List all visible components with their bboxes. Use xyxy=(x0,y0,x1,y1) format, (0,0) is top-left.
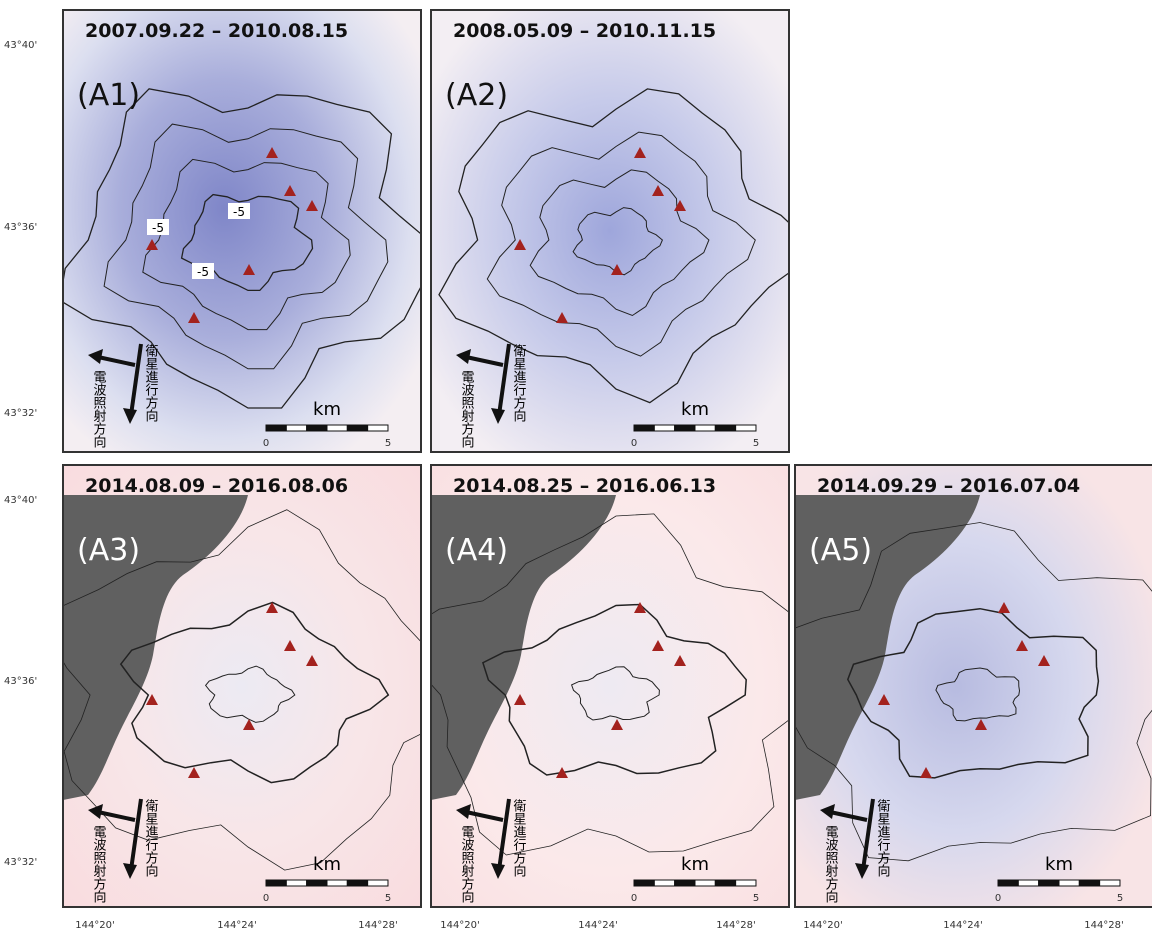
scale-segment xyxy=(715,880,735,886)
range-direction: 電波照射方向 xyxy=(459,370,475,448)
scale-segment xyxy=(695,880,715,886)
scale-unit: km xyxy=(681,854,709,875)
longitude-label: 144°20' xyxy=(440,920,480,931)
map-content xyxy=(431,10,808,452)
scale-segment xyxy=(634,425,654,431)
scale-segment xyxy=(1100,880,1120,886)
range-direction: 電波照射方向 xyxy=(823,825,839,903)
panel-dates: 2014.08.09 – 2016.08.06 xyxy=(85,475,348,497)
map-panel: 2014.08.09 – 2016.08.06 (A3) 電波照射方向 衛星進行方向 k… xyxy=(47,465,471,907)
scale-segment xyxy=(307,425,327,431)
scale-start: 0 xyxy=(263,893,269,904)
contour-label: -5 xyxy=(233,205,245,219)
longitude-label: 144°20' xyxy=(75,920,115,931)
scale-segment xyxy=(286,425,306,431)
scale-start: 0 xyxy=(631,438,637,449)
scale-unit: km xyxy=(313,854,341,875)
scale-segment xyxy=(675,425,695,431)
scale-segment xyxy=(307,880,327,886)
scale-end: 5 xyxy=(753,438,759,449)
contour-label: -5 xyxy=(197,265,209,279)
scale-segment xyxy=(286,880,306,886)
scale-segment xyxy=(1018,880,1038,886)
latitude-label: 43°32' xyxy=(4,857,37,868)
scale-start: 0 xyxy=(631,893,637,904)
panel-dates: 2014.08.25 – 2016.06.13 xyxy=(453,475,716,497)
range-direction: 電波照射方向 xyxy=(459,825,475,903)
azimuth-direction: 衛星進行方向 xyxy=(143,799,159,877)
longitude-label: 144°28' xyxy=(1084,920,1124,931)
latitude-label: 43°32' xyxy=(4,408,37,419)
latitude-label: 43°40' xyxy=(4,495,37,506)
longitude-label: 144°24' xyxy=(943,920,983,931)
azimuth-direction: 衛星進行方向 xyxy=(143,344,159,422)
map-panel: 2008.05.09 – 2010.11.15 (A2) 電波照射方向 衛星進行方向 k… xyxy=(431,10,808,452)
range-direction: 電波照射方向 xyxy=(91,825,107,903)
scale-segment xyxy=(736,880,756,886)
longitude-label: 144°28' xyxy=(716,920,756,931)
panel-label: (A3) xyxy=(77,533,140,568)
longitude-label: 144°20' xyxy=(803,920,843,931)
azimuth-direction: 衛星進行方向 xyxy=(511,344,527,422)
panel-label: (A2) xyxy=(445,78,508,113)
scale-unit: km xyxy=(1045,854,1073,875)
figure: -5-5-52007.09.22 – 2010.08.15(A1)電波照射方向衛… xyxy=(0,0,1152,937)
range-direction: 電波照射方向 xyxy=(91,370,107,448)
panel-label: (A5) xyxy=(809,533,872,568)
scale-start: 0 xyxy=(263,438,269,449)
scale-segment xyxy=(634,880,654,886)
scale-end: 5 xyxy=(753,893,759,904)
scale-start: 0 xyxy=(995,893,1001,904)
scale-segment xyxy=(715,425,735,431)
scale-unit: km xyxy=(681,399,709,420)
scale-end: 5 xyxy=(385,438,391,449)
scale-segment xyxy=(347,880,367,886)
map-panel: 2014.09.29 – 2016.07.04 (A5) 電波照射方向 衛星進行方向 k… xyxy=(771,465,1152,907)
latitude-label: 43°36' xyxy=(4,222,37,233)
panel-dates: 2007.09.22 – 2010.08.15 xyxy=(85,20,348,42)
panel-dates: 2014.09.29 – 2016.07.04 xyxy=(817,475,1080,497)
map-content xyxy=(47,465,471,907)
longitude-label: 144°24' xyxy=(578,920,618,931)
contour-label: -5 xyxy=(152,221,164,235)
longitude-label: 144°24' xyxy=(217,920,257,931)
scale-segment xyxy=(675,880,695,886)
scale-end: 5 xyxy=(385,893,391,904)
scale-segment xyxy=(1059,880,1079,886)
scale-unit: km xyxy=(313,399,341,420)
scale-segment xyxy=(327,880,347,886)
scale-segment xyxy=(1039,880,1059,886)
scale-segment xyxy=(736,425,756,431)
scale-segment xyxy=(266,425,286,431)
azimuth-direction: 衛星進行方向 xyxy=(875,799,891,877)
scale-segment xyxy=(347,425,367,431)
longitude-label: 144°28' xyxy=(358,920,398,931)
map-panel: -5 -5 -5 2007.09.22 – 2010.08.15 (A1) 電波照射方向 衛… xyxy=(60,10,431,452)
latitude-label: 43°36' xyxy=(4,676,37,687)
scale-segment xyxy=(368,425,388,431)
map-content: -5 -5 -5 xyxy=(60,10,431,452)
panel-label: (A1) xyxy=(77,78,140,113)
deformation-field xyxy=(63,10,421,452)
scale-segment xyxy=(654,425,674,431)
scale-segment xyxy=(654,880,674,886)
scale-segment xyxy=(998,880,1018,886)
scale-end: 5 xyxy=(1117,893,1123,904)
scale-segment xyxy=(368,880,388,886)
scale-segment xyxy=(266,880,286,886)
deformation-field xyxy=(431,10,789,452)
azimuth-direction: 衛星進行方向 xyxy=(511,799,527,877)
latitude-label: 43°40' xyxy=(4,40,37,51)
map-panel: 2014.08.25 – 2016.06.13 (A4) 電波照射方向 衛星進行方向 k… xyxy=(405,465,822,907)
scale-segment xyxy=(327,425,347,431)
panel-label: (A4) xyxy=(445,533,508,568)
scale-segment xyxy=(695,425,715,431)
scale-segment xyxy=(1079,880,1099,886)
panel-dates: 2008.05.09 – 2010.11.15 xyxy=(453,20,716,42)
